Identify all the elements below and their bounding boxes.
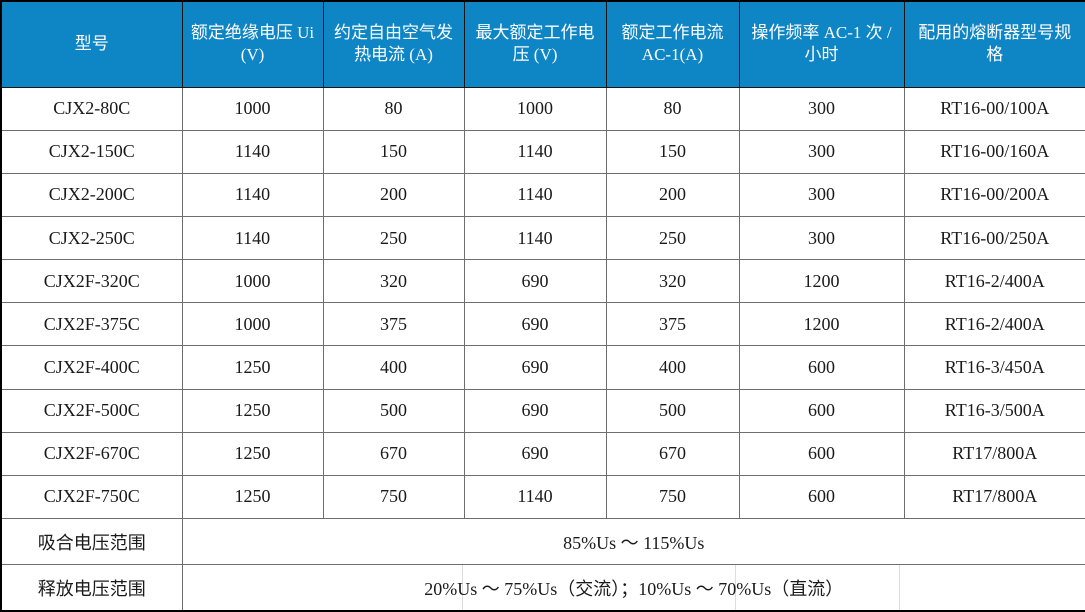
table-cell: 1140 <box>463 172 607 217</box>
footer-value: 85%Us ～ 115%Us <box>181 518 1085 566</box>
footer-row-pickup-voltage: 吸合电压范围 85%Us ～ 115%Us <box>0 518 1085 566</box>
footer-label: 吸合电压范围 <box>0 518 183 566</box>
table-row: CJX2F-750C 1250 750 1140 750 600 RT17/80… <box>0 474 1085 520</box>
column-header-max-working-voltage: 最大额定工作电压 (V) <box>463 0 607 88</box>
table-cell: 1140 <box>463 474 607 520</box>
column-header-operating-frequency: 操作频率 AC-1 次 / 小时 <box>738 0 905 88</box>
table-cell: 150 <box>605 129 740 174</box>
table-cell: CJX2F-400C <box>0 345 183 390</box>
table-cell: 1200 <box>738 302 905 347</box>
table-cell: CJX2-250C <box>0 215 183 261</box>
table-cell: 1000 <box>463 86 607 131</box>
table-cell: RT16-00/250A <box>903 215 1085 261</box>
table-cell: 1250 <box>181 474 324 520</box>
table-cell: CJX2-80C <box>0 86 183 131</box>
table-cell: CJX2F-320C <box>0 259 183 304</box>
table-cell: RT16-2/400A <box>903 302 1085 347</box>
table-cell: 80 <box>605 86 740 131</box>
table-cell: 600 <box>738 388 905 433</box>
table-cell: 750 <box>605 474 740 520</box>
table-row: CJX2F-500C 1250 500 690 500 600 RT16-3/5… <box>0 388 1085 433</box>
table-cell: CJX2F-500C <box>0 388 183 433</box>
table-cell: CJX2F-375C <box>0 302 183 347</box>
header-row: 型号 额定绝缘电压 Ui (V) 约定自由空气发热电流 (A) 最大额定工作电压… <box>0 0 1085 88</box>
table-cell: RT16-00/200A <box>903 172 1085 217</box>
table-cell: 500 <box>605 388 740 433</box>
table-cell: RT16-00/100A <box>903 86 1085 131</box>
table-cell: RT16-3/500A <box>903 388 1085 433</box>
table-cell: 300 <box>738 172 905 217</box>
table-cell: 250 <box>322 215 465 261</box>
table-cell: 1000 <box>181 302 324 347</box>
table-cell: 1250 <box>181 388 324 433</box>
table-cell: 500 <box>322 388 465 433</box>
table-row: CJX2F-670C 1250 670 690 670 600 RT17/800… <box>0 431 1085 476</box>
table-cell: RT16-3/450A <box>903 345 1085 390</box>
table-cell: 690 <box>463 302 607 347</box>
table-cell: CJX2-200C <box>0 172 183 217</box>
table-cell: 80 <box>322 86 465 131</box>
table-cell: 1200 <box>738 259 905 304</box>
table-cell: RT16-00/160A <box>903 129 1085 174</box>
table-cell: 690 <box>463 259 607 304</box>
table-row: CJX2-200C 1140 200 1140 200 300 RT16-00/… <box>0 172 1085 217</box>
table-cell: 400 <box>605 345 740 390</box>
column-header-thermal-current: 约定自由空气发热电流 (A) <box>322 0 465 88</box>
table-row: CJX2-80C 1000 80 1000 80 300 RT16-00/100… <box>0 86 1085 131</box>
table-cell: RT16-2/400A <box>903 259 1085 304</box>
table-cell: 1250 <box>181 345 324 390</box>
table-cell: CJX2-150C <box>0 129 183 174</box>
table-cell: 670 <box>605 431 740 476</box>
table-cell: 150 <box>322 129 465 174</box>
table-row: CJX2-250C 1140 250 1140 250 300 RT16-00/… <box>0 215 1085 261</box>
column-header-fuse-spec: 配用的熔断器型号规格 <box>903 0 1085 88</box>
table-cell: 600 <box>738 474 905 520</box>
footer-label: 释放电压范围 <box>0 564 183 612</box>
table-cell: 375 <box>605 302 740 347</box>
table-row: CJX2F-400C 1250 400 690 400 600 RT16-3/4… <box>0 345 1085 390</box>
table-row: CJX2-150C 1140 150 1140 150 300 RT16-00/… <box>0 129 1085 174</box>
table-cell: 300 <box>738 129 905 174</box>
table-cell: 670 <box>322 431 465 476</box>
table-cell: 600 <box>738 431 905 476</box>
table-cell: 1250 <box>181 431 324 476</box>
footer-row-release-voltage: 释放电压范围 20%Us ～ 75%Us（交流）；10%Us ～ 70%Us（直… <box>0 564 1085 612</box>
table-cell: 300 <box>738 215 905 261</box>
table-cell: 200 <box>322 172 465 217</box>
table-cell: RT17/800A <box>903 431 1085 476</box>
column-header-model: 型号 <box>0 0 183 88</box>
table-cell: 1140 <box>181 172 324 217</box>
table-cell: 690 <box>463 388 607 433</box>
table-cell: 600 <box>738 345 905 390</box>
table-cell: RT17/800A <box>903 474 1085 520</box>
table-cell: CJX2F-750C <box>0 474 183 520</box>
table-row: CJX2F-320C 1000 320 690 320 1200 RT16-2/… <box>0 259 1085 304</box>
table-row: CJX2F-375C 1000 375 690 375 1200 RT16-2/… <box>0 302 1085 347</box>
footer-value: 20%Us ～ 75%Us（交流）；10%Us ～ 70%Us（直流） <box>181 564 1085 612</box>
column-header-rated-current: 额定工作电流 AC-1(A) <box>605 0 740 88</box>
table-cell: 1140 <box>181 215 324 261</box>
table-cell: 250 <box>605 215 740 261</box>
table-cell: 1140 <box>181 129 324 174</box>
table-cell: 320 <box>605 259 740 304</box>
table-cell: 1140 <box>463 215 607 261</box>
table-cell: 1000 <box>181 86 324 131</box>
table-cell: 1140 <box>463 129 607 174</box>
table-cell: 690 <box>463 345 607 390</box>
table-cell: 375 <box>322 302 465 347</box>
table-cell: CJX2F-670C <box>0 431 183 476</box>
table-cell: 1000 <box>181 259 324 304</box>
table-cell: 400 <box>322 345 465 390</box>
table-cell: 300 <box>738 86 905 131</box>
table-cell: 200 <box>605 172 740 217</box>
column-header-insulation-voltage: 额定绝缘电压 Ui (V) <box>181 0 324 88</box>
table-cell: 320 <box>322 259 465 304</box>
table-cell: 750 <box>322 474 465 520</box>
table-cell: 690 <box>463 431 607 476</box>
